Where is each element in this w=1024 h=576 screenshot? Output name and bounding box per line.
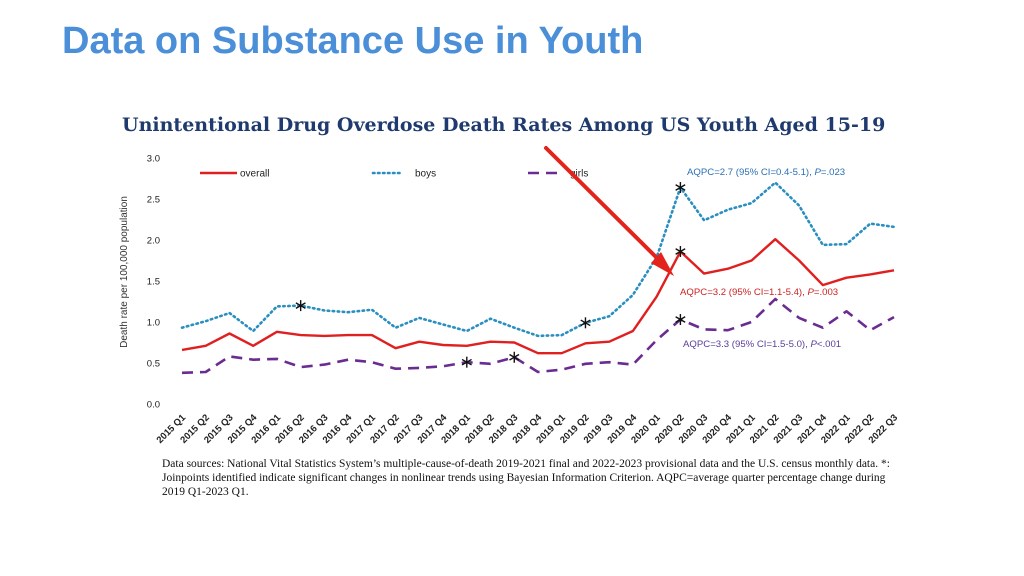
y-axis: 0.0 0.5 1.0 1.5 2.0 2.5 3.0 (147, 154, 160, 411)
joinpoint-marker (675, 314, 686, 326)
red-arrow-head (651, 252, 674, 276)
aqpc-p-label: P (814, 167, 821, 178)
legend-label-girls: girls (570, 169, 588, 180)
legend-label-boys: boys (415, 169, 436, 180)
joinpoint-marker (295, 300, 306, 312)
aqpc-p-label: P (807, 287, 814, 298)
aqpc-annotation-overall: AQPC=3.2 (95% CI=1.1-5.4), P=.003 (680, 287, 838, 298)
series-line-overall (181, 237, 895, 355)
arrow-layer (544, 146, 674, 276)
legend-label-overall: overall (240, 169, 269, 180)
joinpoint-stroke (675, 316, 686, 323)
y-tick-label: 0.5 (147, 359, 160, 370)
y-tick-label: 0.0 (147, 400, 160, 411)
joinpoint-marker (580, 317, 591, 329)
aqpc-p-label: P (810, 339, 817, 350)
legend: overall boys girls (200, 169, 588, 180)
source-note: Data sources: National Vital Statistics … (162, 458, 890, 498)
series-line-boys (180, 181, 896, 338)
aqpc-prefix: AQPC=2.7 (95% CI=0.4-5.1), (687, 167, 814, 178)
aqpc-annotation-girls: AQPC=3.3 (95% CI=1.5-5.0), P<.001 (683, 339, 841, 350)
joinpoint-stroke (675, 248, 686, 255)
y-tick-label: 3.0 (147, 154, 160, 165)
y-tick-label: 2.5 (147, 195, 160, 206)
y-tick-label: 2.0 (147, 236, 160, 247)
joinpoint-marker (675, 245, 686, 257)
aqpc-p-value: =.023 (821, 167, 845, 178)
y-tick-label: 1.5 (147, 277, 160, 288)
series-line-girls (181, 297, 895, 375)
joinpoint-marker (509, 351, 520, 363)
joinpoint-layer (295, 182, 686, 368)
slide-title: Data on Substance Use in Youth (62, 20, 644, 62)
joinpoint-stroke (509, 353, 520, 361)
joinpoint-stroke (675, 184, 686, 191)
aqpc-p-value: <.001 (817, 339, 841, 350)
annotation-layer: AQPC=2.7 (95% CI=0.4-5.1), P=.023AQPC=3.… (680, 167, 845, 350)
joinpoint-marker (461, 356, 472, 368)
aqpc-p-value: =.003 (814, 287, 838, 298)
aqpc-prefix: AQPC=3.3 (95% CI=1.5-5.0), (683, 339, 810, 350)
joinpoint-stroke (295, 302, 306, 309)
aqpc-annotation-boys: AQPC=2.7 (95% CI=0.4-5.1), P=.023 (687, 167, 845, 178)
joinpoint-marker (675, 182, 686, 194)
aqpc-prefix: AQPC=3.2 (95% CI=1.1-5.4), (680, 287, 807, 298)
y-tick-label: 1.0 (147, 318, 160, 329)
chart-title: Unintentional Drug Overdose Death Rates … (122, 114, 885, 136)
red-arrow-shaft (544, 146, 663, 264)
y-axis-label: Death rate per 100,000 population (119, 196, 130, 348)
joinpoint-stroke (580, 319, 591, 327)
joinpoint-stroke (461, 358, 472, 366)
